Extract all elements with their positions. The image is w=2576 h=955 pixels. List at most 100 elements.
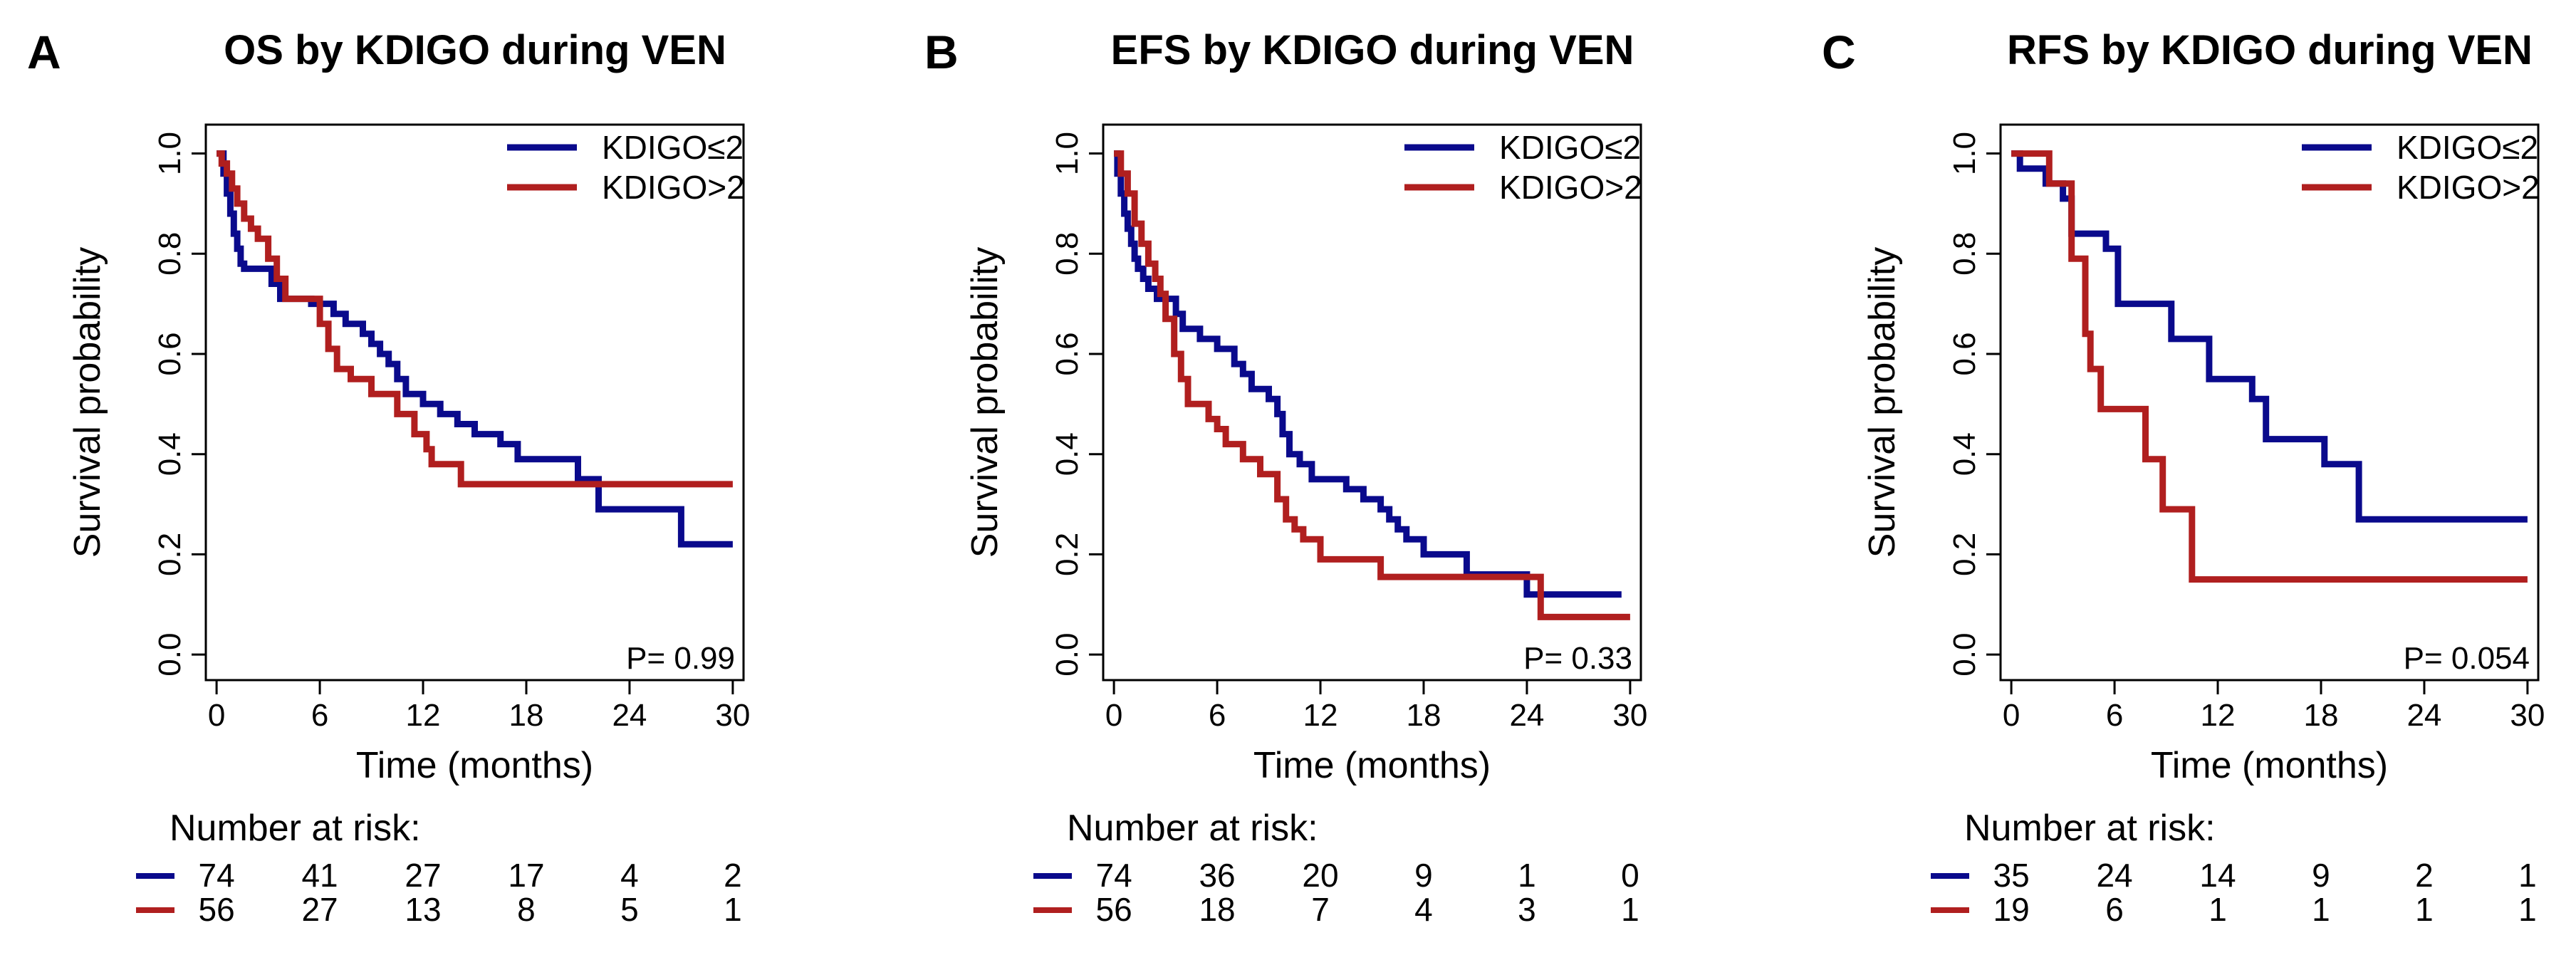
risk-count: 1	[2518, 891, 2537, 928]
risk-count: 4	[620, 857, 639, 894]
legend-entry: KDIGO>2	[1499, 169, 1642, 206]
chart-title: RFS by KDIGO during VEN	[2007, 27, 2533, 73]
risk-count: 5	[620, 891, 639, 928]
x-tick-label: 18	[1407, 698, 1441, 733]
risk-count: 1	[2518, 857, 2537, 894]
survival-curve-kdigo-le-2	[217, 150, 733, 548]
risk-count: 74	[199, 857, 235, 894]
risk-count: 2	[2415, 857, 2434, 894]
plot-frame	[204, 123, 745, 682]
risk-table: Number at risk:74 41 27 17 4 256 27 13 8 5 1	[136, 808, 742, 928]
x-tick-label: 12	[2201, 698, 2236, 733]
x-tick-label: 30	[2510, 698, 2545, 733]
legend-entry: KDIGO≤2	[2397, 129, 2538, 166]
y-axis: 0.0 0.2 0.4 0.6 0.8 1.0 Survival probability	[964, 132, 1103, 677]
x-tick-label: 12	[1303, 698, 1338, 733]
x-tick-label: 6	[311, 698, 328, 733]
panel-letter: B	[924, 26, 959, 78]
x-axis-label: Time (months)	[2151, 745, 2388, 786]
x-tick-label: 12	[406, 698, 441, 733]
x-tick-label: 18	[509, 698, 544, 733]
x-axis-label: Time (months)	[1253, 745, 1491, 786]
p-value: P= 0.99	[626, 641, 735, 676]
y-tick-label: 0.2	[152, 533, 187, 576]
risk-count: 36	[1199, 857, 1235, 894]
x-tick-label: 0	[208, 698, 225, 733]
risk-count: 6	[2105, 891, 2124, 928]
survival-curve-kdigo-gt-2	[1114, 150, 1630, 620]
y-tick-label: 0.8	[1947, 232, 1982, 276]
legend-entry: KDIGO≤2	[1499, 129, 1641, 166]
risk-count: 74	[1096, 857, 1132, 894]
x-tick-label: 24	[612, 698, 647, 733]
risk-count: 19	[1993, 891, 2030, 928]
risk-count: 7	[1311, 891, 1330, 928]
panel-letter: C	[1822, 26, 1856, 78]
risk-count: 3	[1518, 891, 1536, 928]
risk-count: 1	[724, 891, 742, 928]
x-axis: 0 6 12 18 24 30 Time (months)	[2003, 680, 2545, 786]
risk-count: 0	[1621, 857, 1639, 894]
risk-count: 1	[2415, 891, 2434, 928]
risk-count: 9	[2312, 857, 2330, 894]
risk-table-label: Number at risk:	[1067, 808, 1318, 849]
y-tick-label: 0.8	[1050, 232, 1085, 276]
y-tick-label: 0.0	[1947, 633, 1982, 677]
panel-letter: A	[27, 26, 61, 78]
y-axis-label: Survival probability	[1862, 247, 1903, 558]
x-tick-label: 0	[1105, 698, 1122, 733]
y-axis-label: Survival probability	[67, 247, 108, 558]
legend-entry: KDIGO>2	[2397, 169, 2540, 206]
chart-title: EFS by KDIGO during VEN	[1111, 27, 1634, 73]
risk-count: 27	[301, 891, 338, 928]
chart-title: OS by KDIGO during VEN	[224, 27, 726, 73]
x-tick-label: 24	[1509, 698, 1544, 733]
plot-frame	[1102, 123, 1642, 682]
y-tick-label: 0.8	[152, 232, 187, 276]
x-axis: 0 6 12 18 24 30 Time (months)	[208, 680, 750, 786]
risk-count: 56	[1096, 891, 1132, 928]
risk-count: 1	[1621, 891, 1639, 928]
risk-count: 20	[1302, 857, 1338, 894]
y-tick-label: 1.0	[1947, 132, 1982, 175]
risk-count: 18	[1199, 891, 1235, 928]
x-tick-label: 24	[2406, 698, 2441, 733]
risk-count: 1	[1518, 857, 1536, 894]
y-tick-label: 1.0	[1050, 132, 1085, 175]
x-axis-label: Time (months)	[356, 745, 593, 786]
x-tick-label: 0	[2003, 698, 2020, 733]
risk-count: 13	[405, 891, 441, 928]
plot-frame	[1999, 123, 2540, 682]
risk-count: 27	[405, 857, 441, 894]
survival-curve-kdigo-gt-2	[217, 150, 733, 488]
x-tick-label: 30	[715, 698, 750, 733]
y-tick-label: 0.6	[1050, 332, 1085, 375]
survival-curve-kdigo-le-2	[1114, 150, 1622, 598]
risk-count: 56	[199, 891, 235, 928]
x-tick-label: 6	[1209, 698, 1226, 733]
y-axis-label: Survival probability	[964, 247, 1006, 558]
y-axis: 0.0 0.2 0.4 0.6 0.8 1.0 Survival probability	[1862, 132, 2001, 677]
y-tick-label: 0.2	[1947, 533, 1982, 576]
x-tick-label: 30	[1612, 698, 1647, 733]
x-tick-label: 6	[2106, 698, 2123, 733]
y-tick-label: 0.4	[1947, 432, 1982, 476]
risk-count: 4	[1414, 891, 1433, 928]
y-axis: 0.0 0.2 0.4 0.6 0.8 1.0 Survival probability	[67, 132, 206, 677]
y-tick-label: 0.0	[152, 633, 187, 677]
risk-table: Number at risk:74 36 20 9 1 056 18 7 4 3 1	[1033, 808, 1639, 928]
survival-curve-kdigo-gt-2	[2011, 150, 2528, 583]
risk-count: 8	[517, 891, 536, 928]
y-tick-label: 0.4	[152, 432, 187, 476]
risk-count: 41	[301, 857, 338, 894]
y-tick-label: 1.0	[152, 132, 187, 175]
p-value: P= 0.33	[1523, 641, 1632, 676]
risk-count: 9	[1414, 857, 1433, 894]
legend-entry: KDIGO>2	[602, 169, 745, 206]
